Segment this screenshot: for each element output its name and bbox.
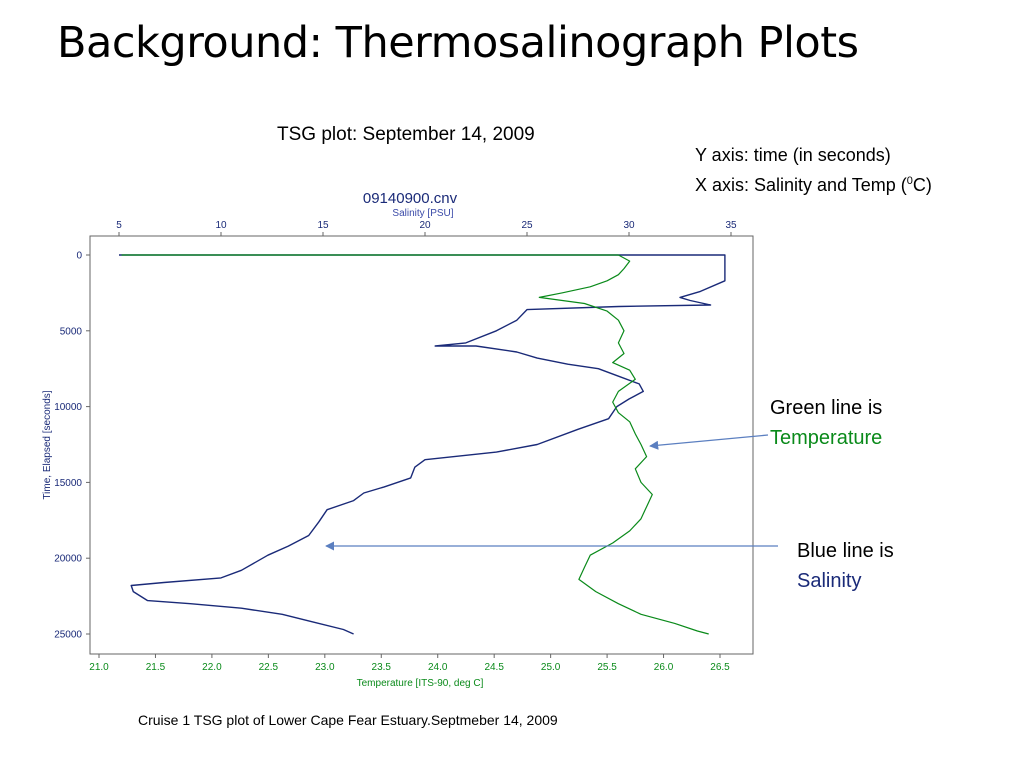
plot-subtitle: TSG plot: September 14, 2009: [277, 124, 535, 145]
slide-title: Background: Thermosalinograph Plots: [57, 18, 859, 68]
temperature-tick-label: 21.5: [146, 662, 166, 673]
time-tick-label: 10000: [54, 402, 82, 413]
salinity-tick-label: 10: [215, 220, 227, 231]
temperature-tick-label: 26.5: [710, 662, 730, 673]
time-tick-label: 15000: [54, 478, 82, 489]
plot-frame: [89, 235, 754, 655]
blue-line-word: Salinity: [797, 570, 862, 592]
green-line-word: Temperature: [770, 427, 883, 449]
green-line-note: Green line is Temperature: [770, 393, 882, 453]
temperature-tick-label: 24.5: [484, 662, 504, 673]
salinity-tick-label: 20: [419, 220, 431, 231]
green-line-text: Green line is: [770, 397, 883, 419]
blue-line-text: Blue line is: [797, 540, 894, 562]
temperature-tick-label: 24.0: [428, 662, 448, 673]
x-axis-note: X axis: Salinity and Temp (0C): [695, 175, 932, 196]
salinity-tick-label: 25: [521, 220, 533, 231]
time-axis-label: Time, Elapsed [seconds]: [42, 390, 53, 499]
temperature-tick-label: 26.0: [654, 662, 674, 673]
salinity-tick-label: 35: [725, 220, 737, 231]
temperature-arrow: [649, 434, 769, 450]
temperature-tick-label: 23.5: [372, 662, 392, 673]
x-axis-note-suffix: C): [912, 175, 932, 195]
time-tick-label: 20000: [54, 554, 82, 565]
time-tick-label: 25000: [54, 630, 82, 641]
temperature-series-line: [121, 254, 709, 635]
time-tick-label: 5000: [60, 326, 83, 337]
salinity-axis-label: Salinity [PSU]: [392, 208, 453, 219]
temperature-tick-label: 21.0: [89, 662, 109, 673]
salinity-tick-label: 30: [623, 220, 635, 231]
time-tick-label: 0: [76, 251, 82, 262]
chart-title: 09140900.cnv: [363, 190, 458, 207]
temperature-tick-label: 22.5: [259, 662, 279, 673]
blue-line-note: Blue line is Salinity: [797, 536, 894, 596]
temperature-tick-label: 22.0: [202, 662, 222, 673]
temperature-tick-label: 23.0: [315, 662, 335, 673]
x-axis-note-sup: 0: [906, 175, 913, 187]
y-axis-note: Y axis: time (in seconds): [695, 145, 891, 165]
temperature-tick-label: 25.5: [597, 662, 617, 673]
temperature-axis-label: Temperature [ITS-90, deg C]: [357, 678, 484, 689]
salinity-tick-label: 15: [317, 220, 329, 231]
salinity-series-line: [119, 254, 726, 635]
x-axis-note-prefix: X axis: Salinity and Temp (: [695, 175, 907, 195]
temperature-tick-label: 25.0: [541, 662, 561, 673]
salinity-tick-label: 5: [116, 220, 122, 231]
figure-caption: Cruise 1 TSG plot of Lower Cape Fear Est…: [138, 712, 558, 728]
